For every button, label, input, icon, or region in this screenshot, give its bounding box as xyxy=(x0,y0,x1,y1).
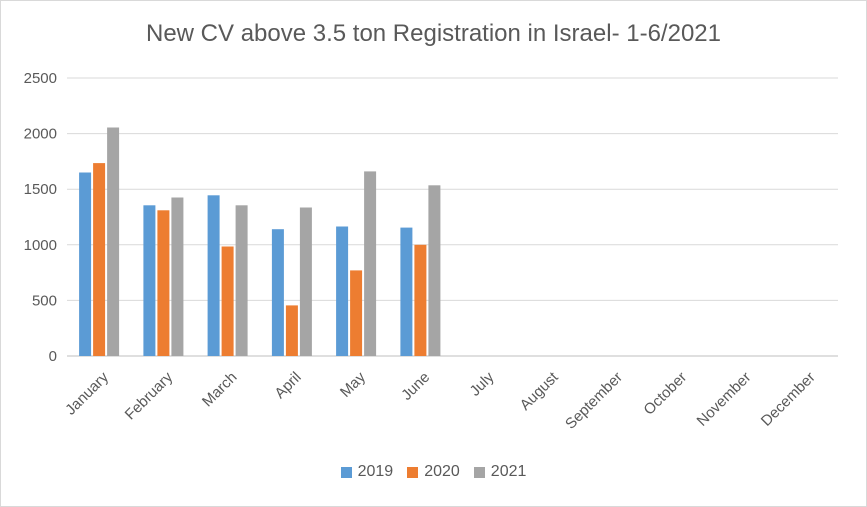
bar-2020-april xyxy=(285,305,298,356)
bar-2021-march xyxy=(235,205,248,356)
x-tick-label: October xyxy=(640,369,690,419)
legend-label: 2019 xyxy=(357,463,394,480)
x-tick-label: December xyxy=(758,369,819,430)
bar-2019-march xyxy=(207,195,220,356)
bar-2020-june xyxy=(414,244,427,356)
bar-2019-april xyxy=(271,229,284,356)
bar-2019-january xyxy=(79,172,92,356)
y-tick-label: 2500 xyxy=(24,70,57,87)
y-tick-label: 500 xyxy=(32,292,57,309)
x-tick-label: June xyxy=(398,369,433,404)
legend-item: 2020 xyxy=(407,463,460,481)
x-tick-label: February xyxy=(122,368,177,423)
legend-label: 2020 xyxy=(424,463,460,480)
bar-2021-april xyxy=(299,207,312,356)
bar-2019-may xyxy=(336,226,349,356)
bar-2020-march xyxy=(221,246,234,356)
x-tick-label: November xyxy=(693,369,754,430)
x-tick-label: January xyxy=(62,368,112,418)
chart-legend: 2019 2020 2021 xyxy=(0,463,867,481)
x-tick-label: May xyxy=(337,368,369,400)
bar-2020-may xyxy=(350,270,363,356)
y-tick-label: 2000 xyxy=(24,126,57,143)
x-tick-label: July xyxy=(467,368,498,399)
legend-item: 2019 xyxy=(340,463,394,481)
legend-swatch xyxy=(407,466,419,478)
y-tick-label: 0 xyxy=(49,348,57,365)
y-tick-label: 1500 xyxy=(24,181,57,198)
x-tick-label: April xyxy=(271,369,304,402)
x-tick-label: March xyxy=(199,369,240,410)
y-tick-label: 1000 xyxy=(24,237,57,254)
bar-2021-february xyxy=(171,197,184,356)
x-tick-label: September xyxy=(562,369,626,433)
bar-2021-january xyxy=(107,127,120,356)
bar-2019-june xyxy=(400,227,413,356)
x-tick-label: August xyxy=(517,368,563,414)
legend-swatch xyxy=(340,466,352,478)
legend-label: 2021 xyxy=(490,463,527,480)
bar-2020-february xyxy=(157,210,170,356)
chart-title: New CV above 3.5 ton Registration in Isr… xyxy=(146,20,721,47)
bar-2021-june xyxy=(428,185,441,356)
legend-swatch xyxy=(473,466,485,478)
bar-2019-february xyxy=(143,205,156,356)
legend-item: 2021 xyxy=(473,463,527,481)
bar-2021-may xyxy=(364,171,377,356)
bar-2020-january xyxy=(93,163,106,356)
